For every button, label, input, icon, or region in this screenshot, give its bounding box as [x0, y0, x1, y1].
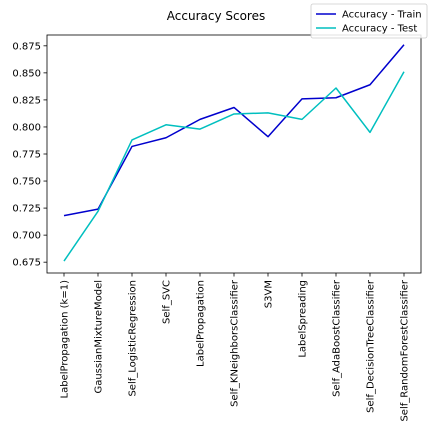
legend-label: Accuracy - Train [342, 10, 422, 21]
y-tick-label: 0.775 [12, 150, 41, 161]
series-line-train [63, 44, 405, 217]
series-lines [63, 44, 405, 262]
x-axis: LabelPropagation (k=1) GaussianMixtureMod… [60, 273, 411, 422]
x-tick-label: Self_AdaBoostClassifier [332, 279, 343, 397]
y-tick-label: 0.850 [12, 68, 41, 79]
y-tick-label: 0.825 [12, 95, 41, 106]
x-tick-label: Self_KNeighborsClassifier [230, 279, 241, 407]
plot-frame [46, 34, 422, 274]
legend-box [310, 3, 428, 39]
x-tick-label: LabelPropagation (k=1) [60, 280, 71, 399]
x-tick-label: LabelSpreading [298, 280, 309, 358]
y-tick-label: 0.675 [12, 258, 41, 269]
x-tick-label: Self_RandomForestClassifier [400, 279, 411, 421]
x-tick-label: GaussianMixtureModel [94, 280, 105, 394]
y-tick-label: 0.800 [12, 122, 41, 133]
y-tick-label: 0.700 [12, 231, 41, 242]
y-axis: 0.675 0.700 0.725 0.750 0.775 0.800 0.825 0.850… [12, 41, 47, 269]
x-tick-label: Self_DecisionTreeClassifier [366, 279, 377, 413]
y-tick-label: 0.750 [12, 177, 41, 188]
series-line-test [63, 71, 405, 262]
x-tick-label: Self_SVC [162, 280, 173, 324]
legend: Accuracy - Train Accuracy - Test [310, 3, 428, 39]
x-tick-label: Self_LogisticRegression [128, 280, 139, 397]
x-tick-label: LabelPropagation [196, 280, 207, 367]
y-tick-label: 0.725 [12, 204, 41, 215]
legend-label: Accuracy - Test [342, 24, 417, 35]
y-tick-label: 0.875 [12, 41, 41, 52]
chart-title: Accuracy Scores [167, 9, 265, 23]
x-tick-label: S3VM [264, 280, 275, 308]
